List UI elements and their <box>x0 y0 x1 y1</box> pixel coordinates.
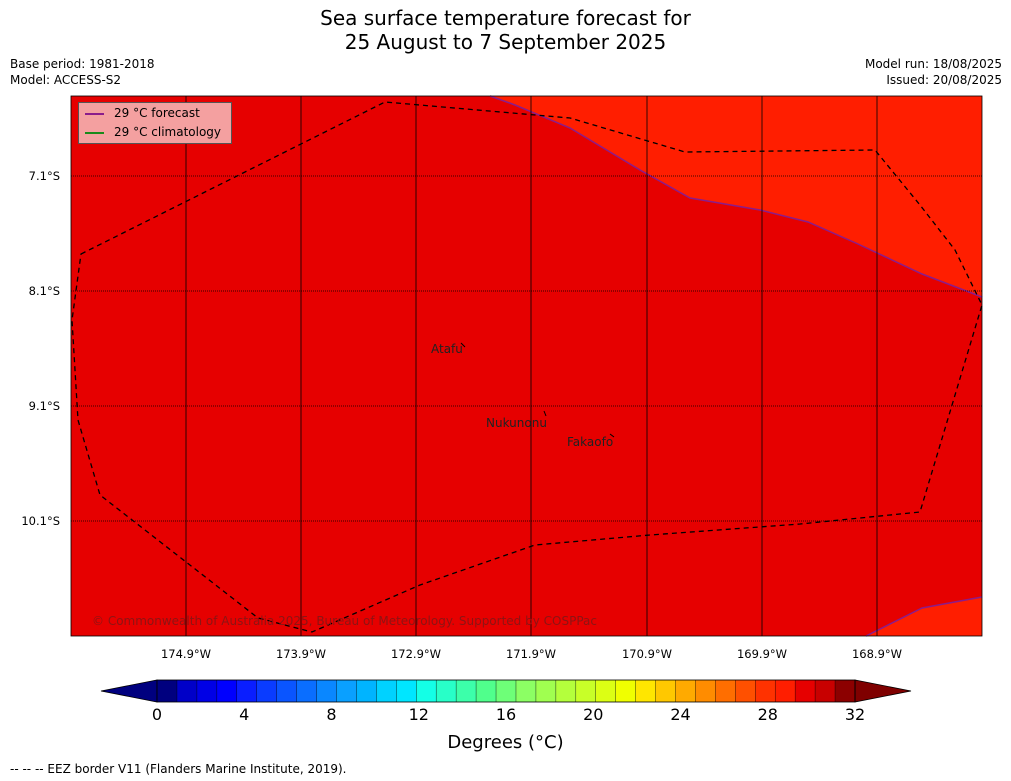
colorbar-segment <box>256 680 278 702</box>
colorbar-tick-label: 24 <box>670 705 691 724</box>
colorbar-segment <box>456 680 477 702</box>
eez-border <box>71 101 983 633</box>
colorbar-segment <box>535 680 557 702</box>
colorbar-segment <box>296 680 318 702</box>
colorbar-segment <box>835 680 856 702</box>
eez-footnote: -- -- -- EEZ border V11 (Flanders Marine… <box>10 762 347 776</box>
colorbar-segment <box>216 680 238 702</box>
colorbar-segment <box>436 680 457 702</box>
colorbar-segment <box>276 680 298 702</box>
lon-gridlines <box>185 96 878 636</box>
issued-text: Issued: 20/08/2025 <box>886 73 1002 87</box>
colorbar-segment <box>416 680 437 702</box>
lon-label-174-9: 174.9°W <box>160 647 212 661</box>
colorbar-segment <box>595 680 617 702</box>
colorbar-segment <box>316 680 337 702</box>
lon-label-169-9: 169.9°W <box>736 647 788 661</box>
lon-label-171-9: 171.9°W <box>505 647 557 661</box>
forecast-contour-south <box>865 596 983 637</box>
model-run-text: Model run: 18/08/2025 <box>864 57 1002 71</box>
colorbar-segment <box>775 680 796 702</box>
warm-region <box>490 96 982 297</box>
colorbar-frame <box>156 679 856 703</box>
colorbar-tick-label: 32 <box>844 705 866 724</box>
map-frame <box>70 95 983 637</box>
colorbar-segment <box>176 680 198 702</box>
island-markers <box>460 342 615 438</box>
colorbar-segment <box>815 680 836 702</box>
colorbar-tick-label: 8 <box>326 705 337 724</box>
legend-forecast-line <box>85 112 104 115</box>
legend-climatology-label: 29 °C climatology <box>114 125 222 139</box>
legend-climatology-line <box>85 131 104 134</box>
colorbar-under-arrow <box>100 679 158 703</box>
lat-label-9-1: 9.1°S <box>28 399 60 413</box>
legend-climatology: 29 °C climatology <box>85 123 221 141</box>
colorbar-segment <box>236 680 258 702</box>
lon-label-172-9: 172.9°W <box>390 647 442 661</box>
copyright-notice: © Commonwealth of Australia 2025, Bureau… <box>92 614 597 628</box>
colorbar-tick-label: 4 <box>239 705 250 724</box>
colorbar-segment <box>356 680 377 702</box>
warm-region-south <box>866 597 982 636</box>
colorbar-tick-label: 0 <box>151 705 163 724</box>
colorbar-segment <box>795 680 816 702</box>
colorbar <box>100 679 912 703</box>
forecast-contour-north <box>489 95 983 298</box>
map-legend: 29 °C forecast 29 °C climatology <box>78 102 232 144</box>
colorbar-segment <box>635 680 657 702</box>
colorbar-segment <box>476 680 497 702</box>
colorbar-segment <box>715 680 736 702</box>
model-text: Model: ACCESS-S2 <box>10 73 122 87</box>
colorbar-segment <box>735 680 756 702</box>
colorbar-segment <box>196 680 218 702</box>
map-title-line2: 25 August to 7 September 2025 <box>344 30 667 54</box>
colorbar-segment <box>376 680 397 702</box>
colorbar-segment <box>695 680 716 702</box>
colorbar-title: Degrees (°C) <box>447 732 564 753</box>
colorbar-segment <box>755 680 776 702</box>
colorbar-segment <box>157 680 178 702</box>
colorbar-segment <box>555 680 577 702</box>
colorbar-segment <box>336 680 357 702</box>
colorbar-segment <box>655 680 677 702</box>
island-label-atafu: Atafu <box>431 342 463 356</box>
lon-label-173-9: 173.9°W <box>275 647 327 661</box>
legend-forecast-label: 29 °C forecast <box>114 106 200 120</box>
colorbar-segment <box>396 680 417 702</box>
legend-forecast: 29 °C forecast <box>85 104 200 122</box>
colorbar-tick-label: 12 <box>408 705 429 724</box>
colorbar-segment <box>615 680 637 702</box>
colorbar-segment <box>515 680 537 702</box>
colorbar-segment <box>496 680 517 702</box>
lon-label-168-9: 168.9°W <box>851 647 903 661</box>
colorbar-tick-label: 20 <box>583 705 604 724</box>
lat-label-10-1: 10.1°S <box>21 514 60 528</box>
lat-label-7-1: 7.1°S <box>28 169 60 183</box>
colorbar-segment <box>675 680 696 702</box>
colorbar-segment <box>575 680 597 702</box>
colorbar-tick-label: 16 <box>495 705 517 724</box>
lat-label-8-1: 8.1°S <box>28 284 60 298</box>
island-label-nukunonu: Nukunonu <box>486 416 547 430</box>
base-period-text: Base period: 1981-2018 <box>10 57 155 71</box>
island-label-fakaofo: Fakaofo <box>567 435 614 449</box>
colorbar-over-arrow <box>854 679 912 703</box>
map-title-line1: Sea surface temperature forecast for <box>320 6 691 30</box>
lon-label-170-9: 170.9°W <box>621 647 673 661</box>
colorbar-tick-label: 28 <box>757 705 778 724</box>
